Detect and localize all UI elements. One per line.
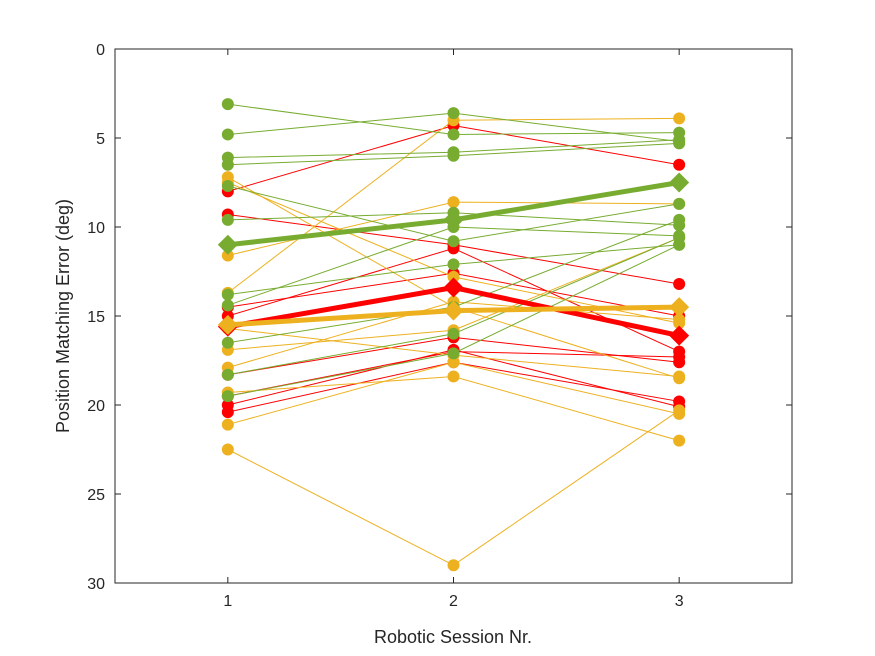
y-axis-label: Position Matching Error (deg)	[53, 199, 73, 433]
y-tick-label: 15	[87, 309, 105, 326]
subject-point	[221, 368, 234, 381]
subject-point	[673, 313, 686, 326]
subject-point	[447, 196, 460, 209]
subject-point	[673, 158, 686, 171]
subject-point	[447, 370, 460, 383]
mean-marker	[669, 297, 690, 318]
subject-point	[673, 350, 686, 363]
mean-marker	[669, 172, 690, 193]
mean-marker	[217, 234, 238, 255]
subject-point	[673, 434, 686, 447]
mean-marker	[443, 300, 464, 321]
x-axis-label: Robotic Session Nr.	[374, 627, 532, 647]
y-tick-label: 5	[96, 131, 105, 148]
subject-point	[673, 370, 686, 383]
series-layer	[217, 98, 690, 572]
subject-point	[221, 213, 234, 226]
subject-point	[673, 197, 686, 210]
y-tick-label: 25	[87, 487, 105, 504]
subject-point	[447, 235, 460, 248]
subject-point	[221, 128, 234, 141]
subject-point	[221, 299, 234, 312]
y-tick-label: 30	[87, 576, 105, 593]
subject-point	[221, 158, 234, 171]
axis-layer: 0 5 10 15 20 25 30 1 2 3	[87, 42, 792, 610]
mean-marker	[669, 325, 690, 346]
subject-point	[447, 258, 460, 271]
subject-point	[221, 418, 234, 431]
subject-point	[221, 406, 234, 419]
subject-point	[447, 149, 460, 162]
y-tick-label: 0	[96, 42, 105, 59]
subject-point	[673, 213, 686, 226]
subject-point	[447, 270, 460, 283]
y-tick-label: 20	[87, 398, 105, 415]
subject-point	[221, 390, 234, 403]
subject-point	[673, 277, 686, 290]
subject-point	[221, 98, 234, 111]
subject-point	[447, 327, 460, 340]
subject-point	[221, 249, 234, 262]
subject-point	[221, 288, 234, 301]
x-tick-label: 3	[675, 593, 684, 610]
x-tick-label: 2	[449, 593, 458, 610]
mean-marker	[443, 209, 464, 230]
x-tick-label: 1	[223, 593, 232, 610]
subject-point	[221, 336, 234, 349]
subject-point	[673, 112, 686, 125]
subject-point	[673, 137, 686, 150]
subject-point	[447, 128, 460, 141]
subject-point	[447, 559, 460, 572]
mean-marker	[443, 277, 464, 298]
subject-point	[673, 238, 686, 251]
subject-point	[447, 107, 460, 120]
mean-marker	[217, 314, 238, 335]
subject-point	[221, 180, 234, 193]
y-tick-label: 10	[87, 220, 105, 237]
subject-point	[673, 395, 686, 408]
subject-point	[447, 347, 460, 360]
subject-point	[221, 443, 234, 456]
subject-point	[673, 404, 686, 417]
